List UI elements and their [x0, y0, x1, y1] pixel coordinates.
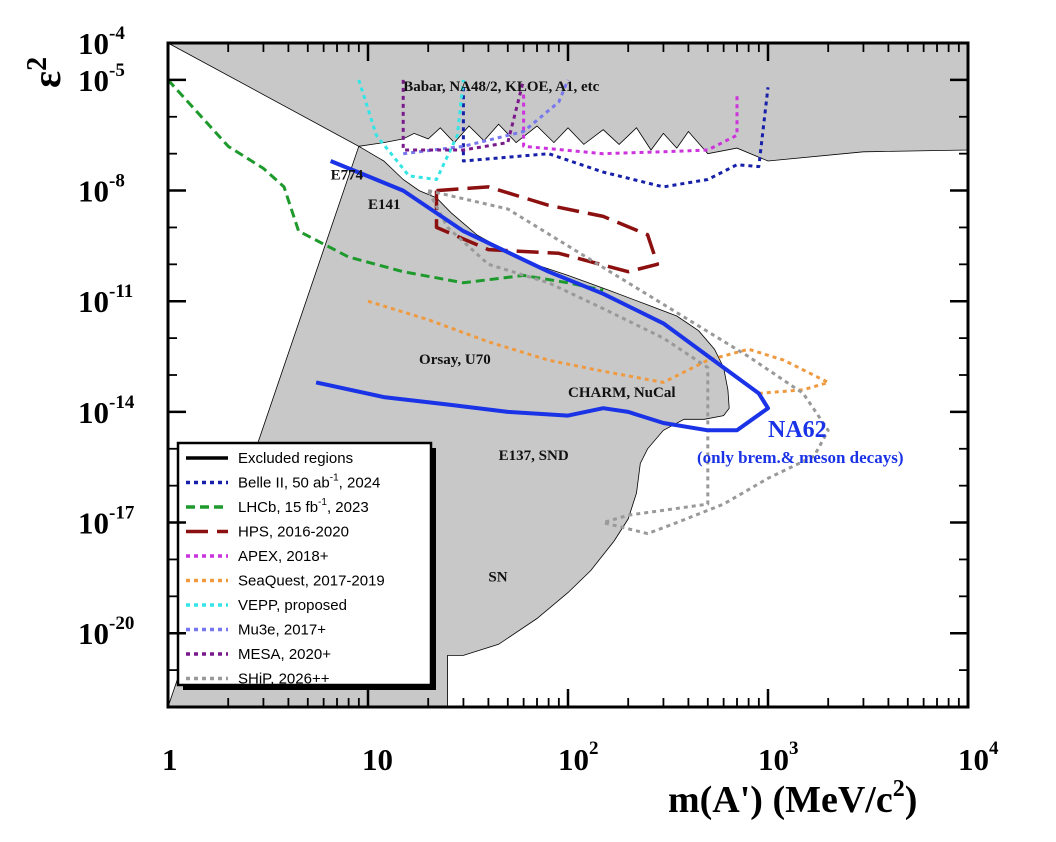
x-tick-label-3: 102 — [558, 738, 599, 777]
series-line-8 — [403, 79, 570, 156]
region-label-3: E141 — [368, 197, 401, 213]
x-axis-title: m(A') (MeV/c2) — [668, 776, 917, 821]
region-label-7: SN — [488, 570, 507, 586]
series-line-2 — [461, 87, 770, 189]
legend-label-6: SeaQuest, 2017-2019 — [238, 573, 385, 590]
region-label-2: E774 — [331, 167, 364, 183]
axis-titles: m(A') (MeV/c2) ε2 — [22, 57, 917, 821]
y-tick-label-7: 10-20 — [78, 613, 134, 651]
legend-label-2: Belle II, 50 ab-1, 2024 — [238, 473, 380, 492]
x-tick-label-2: 10 — [362, 742, 393, 777]
series-line-3 — [168, 78, 604, 292]
y-tick-label-6: 10-17 — [78, 503, 135, 541]
y-axis-title: ε2 — [22, 57, 69, 88]
series-line-4 — [434, 185, 660, 274]
series-line-11 — [315, 159, 770, 433]
legend-label-3: LHCb, 15 fb-1, 2023 — [238, 497, 369, 516]
x-tick-label-4: 103 — [758, 738, 799, 777]
legend-label-9: MESA, 2020+ — [238, 646, 331, 663]
series-line-9 — [401, 79, 526, 152]
region-label-6: E137, SND — [499, 448, 569, 464]
y-tick-label-3: 10-8 — [78, 171, 125, 209]
y-tick-label-4: 10-11 — [78, 281, 133, 319]
y-tick-label-5: 10-14 — [78, 392, 135, 430]
legend-label-8: Mu3e, 2017+ — [238, 622, 326, 639]
axis-ticks: 1 10 102 103 104 10-410-5 10-8 10-11 10-14 10-17 1… — [78, 23, 999, 777]
legend-label-7: VEPP, proposed — [238, 597, 347, 614]
y-tick-label-1: 10-4 — [78, 23, 125, 61]
series-line-10 — [426, 189, 830, 536]
series-line-6 — [367, 299, 830, 395]
na62-label: NA62 — [768, 417, 827, 443]
region-label-5: CHARM, NuCal — [568, 385, 676, 401]
legend-label-5: APEX, 2018+ — [238, 548, 329, 565]
legend-label-10: SHiP, 2026++ — [238, 671, 330, 688]
legend-label-4: HPS, 2016-2020 — [238, 524, 349, 541]
region-label-4: Orsay, U70 — [419, 352, 491, 368]
legend-label-1: Excluded regions — [238, 450, 353, 467]
excluded-region-1 — [168, 43, 968, 162]
series-line-5 — [522, 94, 739, 156]
legend: Excluded regions Belle II, 50 ab-1, 2024 L… — [176, 441, 436, 690]
series-line-7 — [357, 79, 465, 181]
region-label-1: Babar, NA48/2, KLOE, A1, etc — [403, 79, 599, 95]
x-tick-label-5: 104 — [958, 738, 999, 777]
y-tick-label-2: 10-5 — [78, 60, 125, 98]
x-tick-label-1: 1 — [162, 742, 178, 777]
na62-sublabel: (only brem.& meson decays) — [697, 448, 904, 467]
